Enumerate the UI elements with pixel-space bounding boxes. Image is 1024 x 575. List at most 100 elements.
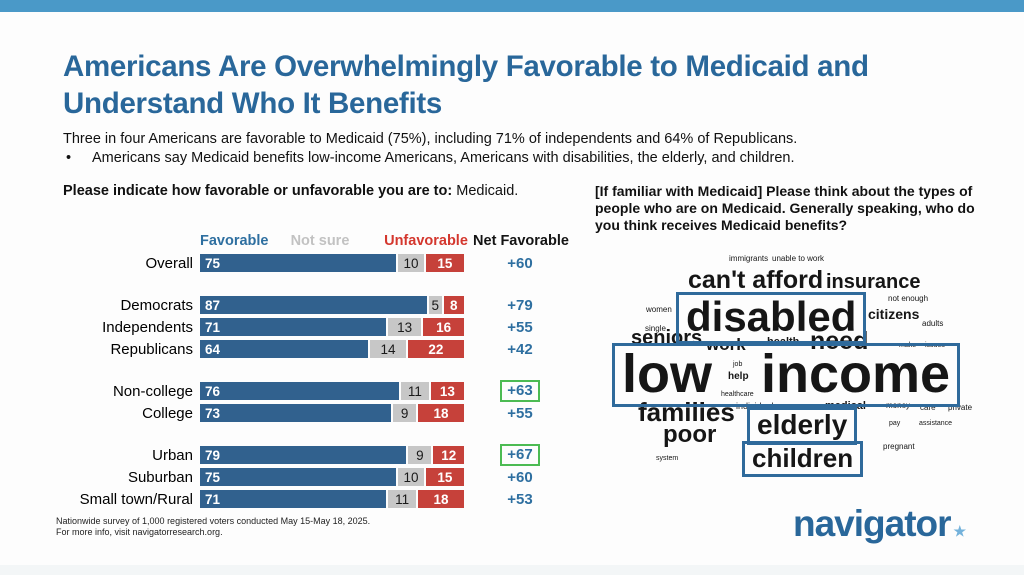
legend-not-sure: Not sure bbox=[290, 233, 350, 249]
not-sure-segment: 11 bbox=[388, 490, 417, 508]
unfavorable-segment: 18 bbox=[418, 404, 464, 422]
row-label: Independents bbox=[102, 318, 193, 336]
row-label: Urban bbox=[152, 446, 193, 464]
favorable-segment: 87 bbox=[200, 296, 427, 314]
unfavorable-segment: 8 bbox=[443, 296, 464, 314]
chart-legend: Favorable Not sure Unfavorable Net Favor… bbox=[63, 233, 583, 250]
stacked-bar: 75 10 15 bbox=[200, 254, 464, 272]
stacked-bar: 71 11 18 bbox=[200, 490, 465, 508]
stacked-bar: 64 14 22 bbox=[200, 340, 464, 358]
chart-row-college: College 73 9 18 +55 bbox=[63, 404, 583, 422]
unfavorable-segment: 13 bbox=[430, 382, 465, 400]
favorable-segment: 71 bbox=[200, 490, 387, 508]
net-favorable-value: +55 bbox=[507, 318, 533, 336]
legend-unfavorable: Unfavorable bbox=[384, 233, 468, 249]
favorability-question-subject: Medicaid. bbox=[456, 183, 519, 199]
unfavorable-segment: 22 bbox=[407, 340, 464, 358]
stacked-bar: 79 9 12 bbox=[200, 446, 464, 464]
top-accent-bar bbox=[0, 0, 1024, 12]
wordcloud-word-can-t-afford: can't afford bbox=[688, 266, 824, 294]
bullet-text: Americans say Medicaid benefits low-inco… bbox=[92, 150, 795, 166]
wordcloud-word-single: single bbox=[645, 324, 666, 333]
wordcloud-question: [If familiar with Medicaid] Please think… bbox=[595, 183, 975, 233]
unfavorable-segment: 16 bbox=[423, 318, 465, 336]
favorability-chart: Favorable Not sure Unfavorable Net Favor… bbox=[63, 233, 583, 508]
unfavorable-segment: 15 bbox=[425, 254, 464, 272]
wordcloud-question-line2: people who are on Medicaid. Generally sp… bbox=[595, 199, 975, 216]
net-favorable-value: +42 bbox=[507, 340, 533, 358]
row-label: College bbox=[142, 404, 193, 422]
wordcloud-question-line1: [If familiar with Medicaid] Please think… bbox=[595, 183, 973, 199]
net-favorable-value: +55 bbox=[507, 404, 533, 422]
wordcloud-word-private: private bbox=[948, 403, 973, 412]
not-sure-segment: 11 bbox=[400, 382, 429, 400]
star-icon: ★ bbox=[953, 523, 967, 539]
not-sure-segment: 9 bbox=[408, 446, 432, 464]
wordcloud-word-immigrants: immigrants bbox=[729, 254, 769, 263]
net-favorable-value: +53 bbox=[507, 490, 533, 508]
unfavorable-segment: 12 bbox=[433, 446, 464, 464]
wordcloud-word-families: families bbox=[638, 397, 735, 427]
chart-row-republicans: Republicans 64 14 22 +42 bbox=[63, 340, 583, 358]
net-highlight-box: +63 bbox=[500, 380, 540, 402]
not-sure-segment: 5 bbox=[428, 296, 442, 314]
favorability-question: Please indicate how favorable or unfavor… bbox=[63, 183, 518, 199]
navigator-logo: navigator ★ bbox=[793, 503, 967, 545]
wordcloud-word-elderly: elderly bbox=[747, 407, 858, 445]
wordcloud-word-insurance: insurance bbox=[826, 271, 921, 293]
net-favorable-value: +60 bbox=[507, 468, 533, 486]
wordcloud-word-unable-to-work: unable to work bbox=[772, 254, 825, 263]
bottom-edge-strip bbox=[0, 565, 1024, 575]
chart-row-democrats: Democrats 87 5 8 +79 bbox=[63, 296, 583, 314]
stacked-bar: 76 11 13 bbox=[200, 382, 465, 400]
net-favorable-value: +63 bbox=[464, 380, 576, 402]
chart-row-overall: Overall 75 10 15 +60 bbox=[63, 254, 583, 272]
stacked-bar: 71 13 16 bbox=[200, 318, 465, 336]
not-sure-segment: 10 bbox=[398, 468, 424, 486]
legend-net-favorable: Net Favorable bbox=[473, 233, 569, 249]
favorable-segment: 73 bbox=[200, 404, 392, 422]
wordcloud-word-poor: poor bbox=[663, 421, 717, 448]
row-label: Suburban bbox=[127, 468, 193, 486]
wordcloud-word-system: system bbox=[656, 455, 679, 462]
favorable-segment: 79 bbox=[200, 446, 407, 464]
row-label: Non-college bbox=[112, 382, 193, 400]
not-sure-segment: 9 bbox=[393, 404, 417, 422]
net-favorable-value: +67 bbox=[464, 444, 576, 466]
chart-rows: Overall 75 10 15 +60 Democrats 87 5 8 +79 Independ… bbox=[63, 254, 583, 508]
unfavorable-segment: 15 bbox=[425, 468, 464, 486]
row-label: Small town/Rural bbox=[79, 490, 193, 508]
footnote-line1: Nationwide survey of 1,000 registered vo… bbox=[56, 516, 371, 526]
wordcloud-word-pay: pay bbox=[889, 420, 901, 427]
wordcloud-word-job: job bbox=[733, 361, 743, 368]
chart-row-non-college: Non-college 76 11 13 +63 bbox=[63, 380, 583, 402]
chart-row-small-town-rural: Small town/Rural 71 11 18 +53 bbox=[63, 490, 583, 508]
chart-row-urban: Urban 79 9 12 +67 bbox=[63, 444, 583, 466]
logo-text: navigator bbox=[793, 503, 952, 544]
chart-row-suburban: Suburban 75 10 15 +60 bbox=[63, 468, 583, 486]
footnote-line2: For more info, visit navigatorresearch.o… bbox=[56, 527, 223, 537]
chart-row-independents: Independents 71 13 16 +55 bbox=[63, 318, 583, 336]
page-title-line2: Understand Who It Benefits bbox=[63, 87, 442, 120]
wordcloud-word-children: children bbox=[742, 441, 864, 477]
wordcloud-word-healthcare: healthcare bbox=[721, 391, 754, 398]
subtitle: Three in four Americans are favorable to… bbox=[63, 131, 798, 147]
page-title: Americans Are Overwhelmingly Favorable t… bbox=[63, 48, 869, 122]
not-sure-segment: 10 bbox=[398, 254, 424, 272]
wordcloud-word-adults: adults bbox=[922, 319, 944, 328]
wordcloud-word-disabled: disabled bbox=[676, 292, 867, 344]
net-highlight-box: +67 bbox=[500, 444, 540, 466]
row-label: Democrats bbox=[120, 296, 193, 314]
favorable-segment: 64 bbox=[200, 340, 369, 358]
wordcloud-question-line3: you think receives Medicaid benefits? bbox=[595, 216, 848, 233]
unfavorable-segment: 18 bbox=[418, 490, 465, 508]
net-favorable-value: +79 bbox=[507, 296, 533, 314]
favorable-segment: 76 bbox=[200, 382, 399, 400]
favorable-segment: 75 bbox=[200, 254, 397, 272]
bullet-dot: • bbox=[66, 150, 72, 166]
row-label: Overall bbox=[145, 254, 193, 272]
wordcloud-word-care: care bbox=[920, 403, 936, 412]
subtitle-bullet: • Americans say Medicaid benefits low-in… bbox=[66, 150, 795, 166]
